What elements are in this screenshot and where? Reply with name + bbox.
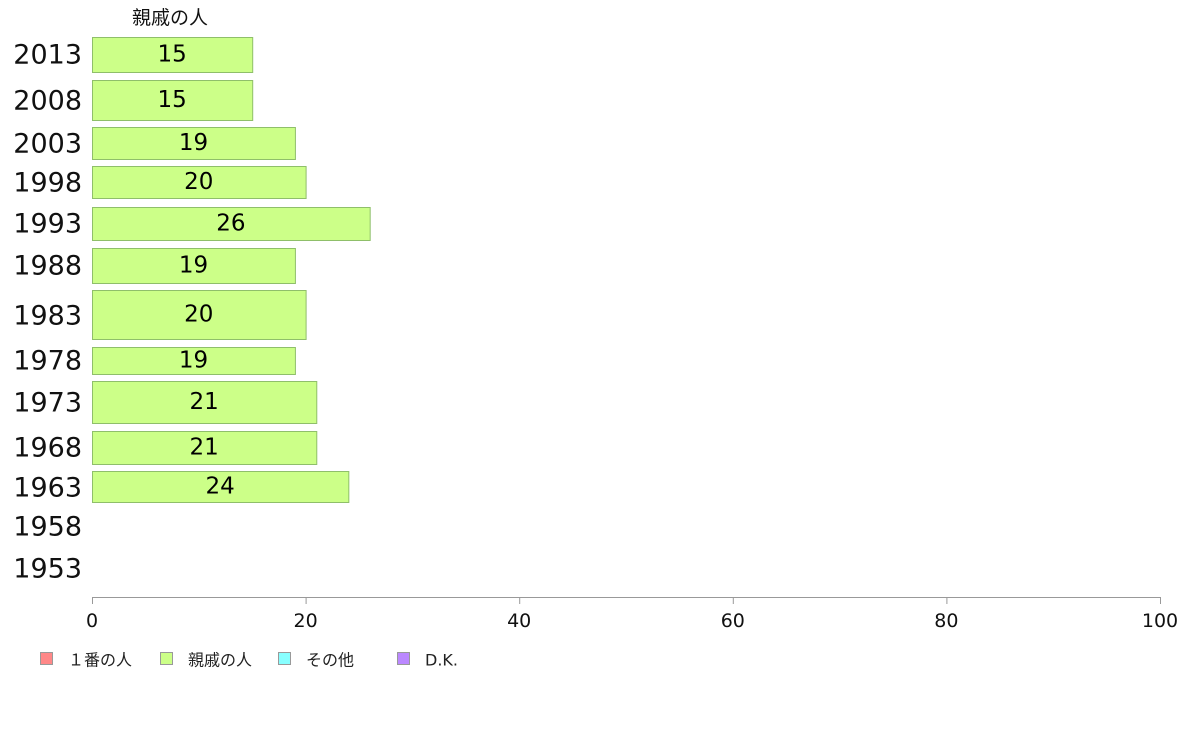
- legend-label-2: その他: [306, 651, 354, 670]
- bar-value-label-1973: 21: [189, 389, 218, 415]
- legend-swatch-1: [160, 652, 173, 665]
- category-label-1978: 1978: [13, 346, 82, 377]
- bar-value-label-2008: 15: [157, 87, 186, 113]
- bar-1993: [92, 207, 371, 241]
- bar-value-label-1978: 19: [179, 348, 208, 374]
- bar-2013: [92, 37, 254, 73]
- x-tick-label-100: 100: [1142, 610, 1178, 632]
- legend-label-1: 親戚の人: [188, 651, 252, 670]
- category-label-2013: 2013: [13, 40, 82, 71]
- bar-value-label-2003: 19: [179, 130, 208, 156]
- bar-2008: [92, 80, 254, 121]
- category-label-1973: 1973: [13, 388, 82, 419]
- x-tick-label-40: 40: [507, 610, 531, 632]
- bar-1973: [92, 381, 318, 424]
- bar-value-label-1993: 26: [216, 211, 245, 237]
- category-label-1988: 1988: [13, 251, 82, 282]
- x-tick-label-0: 0: [86, 610, 98, 632]
- category-labels: 2013 2008 2003 1998 1993 1988 1983 1978 1973 1968…: [13, 40, 82, 585]
- bar-2003: [92, 127, 296, 160]
- bar-1983: [92, 290, 307, 340]
- legend-label-0: １番の人: [68, 651, 132, 670]
- bar-1978: [92, 347, 296, 375]
- category-label-1998: 1998: [13, 168, 82, 199]
- x-axis: 0 20 40 60 80 100: [86, 597, 1178, 632]
- bar-value-label-1968: 21: [189, 435, 218, 461]
- bar-1963: [92, 471, 350, 503]
- bar-value-label-2013: 15: [157, 42, 186, 68]
- series-title: 親戚の人: [132, 7, 208, 29]
- bar-value-label-1963: 24: [206, 474, 235, 500]
- legend-label-3: D.K.: [425, 651, 458, 670]
- category-label-1953: 1953: [13, 554, 82, 585]
- legend-swatch-3: [397, 652, 410, 665]
- legend-swatch-0: [40, 652, 53, 665]
- category-label-2003: 2003: [13, 129, 82, 160]
- x-tick-label-20: 20: [294, 610, 318, 632]
- bar-value-label-1998: 20: [184, 169, 213, 195]
- category-label-1983: 1983: [13, 301, 82, 332]
- category-label-2008: 2008: [13, 86, 82, 117]
- bar-value-label-1983: 20: [184, 302, 213, 328]
- category-label-1958: 1958: [13, 512, 82, 543]
- category-label-1993: 1993: [13, 209, 82, 240]
- bar-1988: [92, 248, 296, 284]
- bar-1968: [92, 431, 318, 465]
- category-label-1968: 1968: [13, 433, 82, 464]
- x-tick-label-80: 80: [934, 610, 958, 632]
- bar-1998: [92, 166, 307, 199]
- bar-value-label-1988: 19: [179, 253, 208, 279]
- legend: １番の人 親戚の人 その他 D.K.: [40, 651, 458, 670]
- category-label-1963: 1963: [13, 473, 82, 504]
- legend-swatch-2: [278, 652, 291, 665]
- x-tick-label-60: 60: [721, 610, 745, 632]
